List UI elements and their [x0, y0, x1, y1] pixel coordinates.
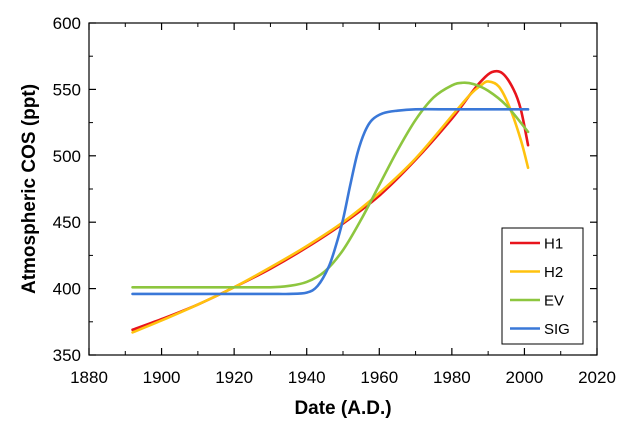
series-line-sig — [131, 107, 530, 296]
x-tick-label: 1880 — [70, 368, 108, 387]
y-tick-label: 500 — [53, 147, 81, 166]
y-tick-label: 550 — [53, 80, 81, 99]
x-tick-label: 2000 — [506, 368, 544, 387]
x-tick-label: 1980 — [433, 368, 471, 387]
axes-layer: 1880 1900 1920 1940 1960 1980 2000 2020 350 400 45… — [53, 14, 616, 387]
series-layer — [131, 69, 530, 334]
legend-label-ev: EV — [544, 293, 564, 310]
legend-label-sig: SIG — [544, 321, 570, 338]
y-tick-label: 400 — [53, 280, 81, 299]
x-tick-label: 1960 — [360, 368, 398, 387]
x-tick-label: 1900 — [143, 368, 181, 387]
y-tick-label: 450 — [53, 213, 81, 232]
legend-label-h2: H2 — [544, 264, 563, 281]
x-axis-title: Date (A.D.) — [294, 398, 391, 419]
legend-label-h1: H1 — [544, 236, 563, 253]
series-line-ev — [131, 81, 530, 289]
x-tick-label: 1940 — [288, 368, 326, 387]
legend: H1 H2 EV SIG — [501, 227, 584, 345]
y-axis-title: Atmospheric COS (ppt) — [19, 84, 40, 294]
y-tick-label: 350 — [53, 346, 81, 365]
x-tick-label: 2020 — [578, 368, 616, 387]
series-line-h2 — [131, 80, 530, 334]
legend-box — [501, 227, 584, 345]
x-tick-label: 1920 — [215, 368, 253, 387]
y-tick-label: 600 — [53, 14, 81, 33]
